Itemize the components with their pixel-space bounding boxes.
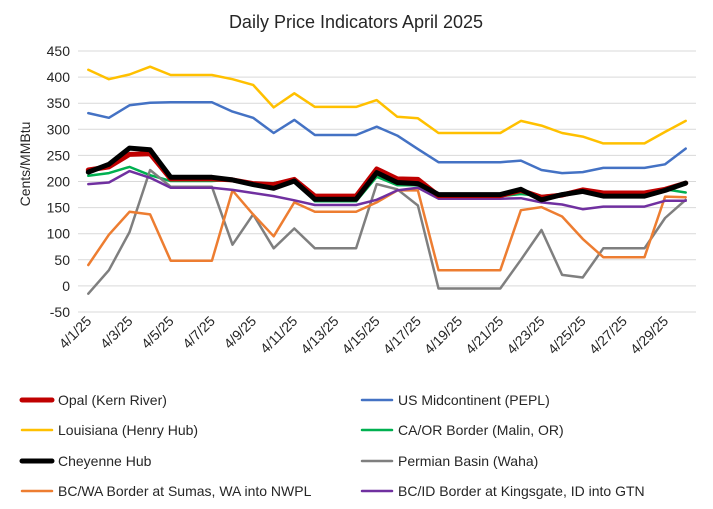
series-line-1 — [87, 100, 687, 175]
series-line-7 — [87, 169, 687, 211]
x-tick-label: 4/27/25 — [586, 313, 630, 357]
x-tick-label: 4/5/25 — [138, 313, 177, 352]
x-tick-label: 4/21/25 — [462, 313, 506, 357]
y-tick-label: 300 — [47, 121, 71, 137]
legend-label: Cheyenne Hub — [58, 453, 152, 469]
chart-title: Daily Price Indicators April 2025 — [229, 12, 483, 32]
legend-label: Louisiana (Henry Hub) — [58, 422, 198, 438]
y-tick-label: 250 — [47, 147, 71, 163]
legend-label: US Midcontinent (PEPL) — [398, 392, 550, 408]
x-tick-label: 4/9/25 — [220, 313, 259, 352]
y-tick-label: 100 — [47, 226, 71, 242]
legend-label: BC/ID Border at Kingsgate, ID into GTN — [398, 483, 645, 499]
series-line-4 — [85, 145, 689, 203]
y-tick-label: 400 — [47, 69, 71, 85]
x-axis-ticks: 4/1/25 4/3/25 4/5/25 4/7/25 4/9/254/11/254/1… — [56, 313, 672, 357]
legend-label: Permian Basin (Waha) — [398, 453, 538, 469]
y-tick-label: 50 — [54, 252, 70, 268]
x-tick-label: 4/7/25 — [179, 313, 218, 352]
series-lines — [85, 65, 689, 295]
y-axis-label: Cents/MMBtu — [17, 122, 33, 207]
y-tick-label: 150 — [47, 200, 71, 216]
legend-label: BC/WA Border at Sumas, WA into NWPL — [58, 483, 312, 499]
x-tick-label: 4/23/25 — [503, 313, 547, 357]
x-tick-label: 4/13/25 — [297, 313, 341, 357]
x-tick-label: 4/3/25 — [97, 313, 136, 352]
y-tick-label: 350 — [47, 95, 71, 111]
y-tick-label: -50 — [50, 304, 70, 320]
y-tick-label: 0 — [62, 278, 70, 294]
x-tick-label: 4/11/25 — [257, 313, 301, 357]
x-tick-label: 4/17/25 — [380, 313, 424, 357]
legend: Opal (Kern River) US Midcontinent (PEPL) L… — [19, 392, 645, 499]
x-tick-label: 4/15/25 — [338, 313, 382, 357]
x-tick-label: 4/19/25 — [421, 313, 465, 357]
y-axis-ticks: -50 0 50 100 150 200 250 300 350 400 450 — [47, 43, 71, 320]
series-line-2 — [87, 65, 687, 145]
y-tick-label: 200 — [47, 174, 71, 190]
x-tick-label: 4/29/25 — [627, 313, 671, 357]
y-tick-label: 450 — [47, 43, 71, 59]
legend-label: Opal (Kern River) — [58, 392, 167, 408]
legend-label: CA/OR Border (Malin, OR) — [398, 422, 564, 438]
x-tick-label: 4/25/25 — [544, 313, 588, 357]
